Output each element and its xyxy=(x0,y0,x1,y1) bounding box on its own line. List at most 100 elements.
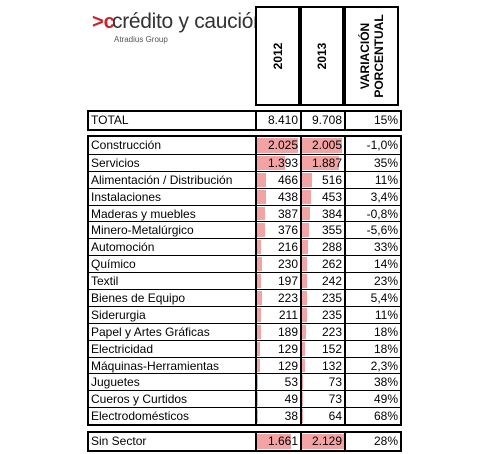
data-bar xyxy=(257,172,267,187)
value-2013-cell: 242 xyxy=(302,273,346,290)
value-2013-cell: 64 xyxy=(302,408,346,425)
sector-label: Servicios xyxy=(89,154,257,171)
sector-label: Sin Sector xyxy=(89,433,257,450)
data-bar xyxy=(302,155,340,170)
value-2013: 235 xyxy=(321,291,342,306)
value-2013: 242 xyxy=(321,274,342,289)
variation-value: 18% xyxy=(373,341,398,356)
sector-label: Electrodomésticos xyxy=(89,408,257,425)
variation-value: 18% xyxy=(373,324,398,339)
value-2012: 376 xyxy=(277,223,298,238)
variation-value: -5,6% xyxy=(366,223,398,238)
table-row: Electricidad 129 152 18% xyxy=(89,339,400,357)
value-2012-cell: 2.025 xyxy=(257,137,302,154)
data-bar xyxy=(302,206,310,221)
value-2013: 64 xyxy=(328,409,342,424)
value-2013: 152 xyxy=(321,341,342,356)
logo-brand-name: crédito y caución xyxy=(112,10,265,33)
sector-label: Juguetes xyxy=(89,374,257,391)
value-2013-cell: 262 xyxy=(302,256,346,273)
data-bar xyxy=(257,257,262,272)
sector-label: TOTAL xyxy=(89,112,257,129)
variation-value: 15% xyxy=(373,113,398,127)
data-bar xyxy=(257,375,259,390)
value-2012: 38 xyxy=(284,409,298,424)
value-2012: 216 xyxy=(277,240,298,255)
data-bar xyxy=(302,274,307,289)
data-bar xyxy=(302,392,304,407)
data-bar xyxy=(257,206,265,221)
value-2013: 73 xyxy=(328,375,342,390)
data-bar xyxy=(302,189,311,204)
data-bar xyxy=(257,358,260,373)
value-2013: 1.887 xyxy=(311,155,342,170)
data-bar xyxy=(302,223,309,238)
value-2012-cell: 189 xyxy=(257,323,302,340)
data-bar xyxy=(302,409,304,424)
table-row: Servicios 1.393 1.887 35% xyxy=(89,153,400,171)
sector-label: Químico xyxy=(89,256,257,273)
data-bar xyxy=(302,307,307,322)
sectors-table: Construcción 2.025 2.005 -1,0% Servicios 1.39… xyxy=(87,135,402,427)
variation-value: 11% xyxy=(374,172,398,187)
value-2012: 230 xyxy=(277,257,298,272)
table-row: Minero-Metalúrgico 376 355 -5,6% xyxy=(89,221,400,239)
variation-value: 33% xyxy=(373,240,398,255)
sector-label: Textil xyxy=(89,273,257,290)
table-row: Instalaciones 438 453 3,4% xyxy=(89,187,400,205)
value-2013: 2.005 xyxy=(311,138,342,152)
value-2013: 288 xyxy=(321,240,342,255)
variation-value: -1,0% xyxy=(366,138,398,152)
table-row: Cueros y Curtidos 49 73 49% xyxy=(89,390,400,408)
header-2013-label: 2013 xyxy=(315,42,329,70)
table-row: Juguetes 53 73 38% xyxy=(89,373,400,391)
data-bar xyxy=(302,138,342,153)
variation-value: 23% xyxy=(373,274,398,289)
table-row: Maderas y muebles 387 384 -0,8% xyxy=(89,204,400,222)
value-2012-cell: 230 xyxy=(257,256,302,273)
value-2012-cell: 387 xyxy=(257,205,302,222)
value-2012: 438 xyxy=(277,189,298,204)
variation-value: -0,8% xyxy=(366,206,398,221)
value-2012: 1.393 xyxy=(267,155,298,170)
value-2012-cell: 438 xyxy=(257,188,302,205)
variation-value: 5,4% xyxy=(370,291,398,306)
value-2012-cell: 129 xyxy=(257,340,302,357)
value-2013-cell: 9.708 xyxy=(302,112,346,129)
variation-value: 2,3% xyxy=(370,358,398,373)
table-row: Papel y Artes Gráficas 189 223 18% xyxy=(89,322,400,340)
sector-label: Máquinas-Herramientas xyxy=(89,357,257,374)
value-2012-cell: 466 xyxy=(257,171,302,188)
sector-label: Construcción xyxy=(89,137,257,154)
value-2012-cell: 197 xyxy=(257,273,302,290)
sector-label: Instalaciones xyxy=(89,188,257,205)
data-bar xyxy=(302,240,308,255)
table-row: Textil 197 242 23% xyxy=(89,272,400,290)
value-2013-cell: 132 xyxy=(302,357,346,374)
value-2012: 8.410 xyxy=(267,113,298,127)
value-2012: 211 xyxy=(278,307,298,322)
header-variation-line1: VARIACIÓN xyxy=(357,22,372,90)
total-table: TOTAL 8.410 9.708 15% xyxy=(87,110,402,131)
data-bar xyxy=(302,324,307,339)
header-variation-line2: PORCENTUAL xyxy=(371,14,386,98)
value-2012: 466 xyxy=(277,172,298,187)
value-2013: 384 xyxy=(321,206,342,221)
sector-label: Electricidad xyxy=(89,340,257,357)
value-2013: 223 xyxy=(321,324,342,339)
value-2012-cell: 1.393 xyxy=(257,154,302,171)
value-2012-cell: 8.410 xyxy=(257,112,302,129)
value-2013: 132 xyxy=(321,358,342,373)
data-bar xyxy=(257,189,266,204)
value-2013-cell: 384 xyxy=(302,205,346,222)
company-logo: >c crédito y caución Atradius Group xyxy=(92,10,265,50)
data-bar xyxy=(302,172,313,187)
value-2012-cell: 53 xyxy=(257,374,302,391)
value-2012-cell: 49 xyxy=(257,391,302,408)
value-2012: 387 xyxy=(277,206,298,221)
sector-label: Papel y Artes Gráficas xyxy=(89,323,257,340)
data-bar xyxy=(302,341,305,356)
sector-label: Automoción xyxy=(89,239,257,256)
table-row: Automoción 216 288 33% xyxy=(89,238,400,256)
variation-value: 11% xyxy=(374,307,398,322)
